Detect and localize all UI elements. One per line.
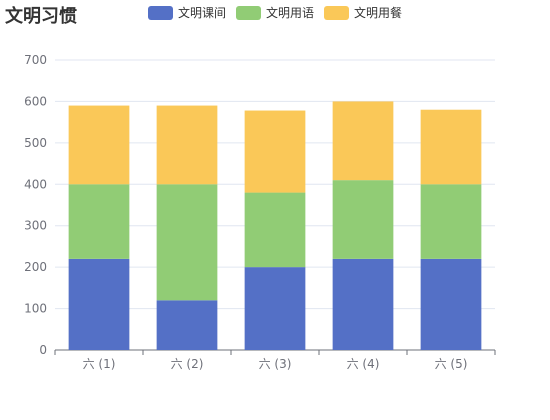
y-tick-label: 600 bbox=[24, 94, 47, 108]
chart-title: 文明习惯 bbox=[5, 6, 77, 27]
legend-item-series-2[interactable]: 文明用语 bbox=[236, 4, 314, 21]
y-tick-label: 300 bbox=[24, 219, 47, 233]
bar-3-2 bbox=[156, 105, 218, 185]
legend-item-series-3[interactable]: 文明用餐 bbox=[324, 4, 402, 21]
y-tick-label: 200 bbox=[24, 260, 47, 274]
bar-2-2 bbox=[156, 184, 218, 301]
legend-swatch-series-1 bbox=[148, 5, 173, 20]
legend-label-series-2: 文明用语 bbox=[266, 6, 315, 20]
x-tick-label: 六 (4) bbox=[347, 357, 380, 371]
legend-item-series-1[interactable]: 文明课间 bbox=[148, 4, 226, 21]
legend[interactable]: 文明课间 文明用语 文明用餐 bbox=[148, 4, 412, 21]
bar-2-5 bbox=[420, 184, 482, 259]
x-tick-label: 六 (5) bbox=[435, 357, 468, 371]
bar-2-3 bbox=[244, 192, 306, 268]
bar-2-1 bbox=[68, 184, 130, 259]
bar-1-4 bbox=[332, 258, 394, 350]
bar-3-3 bbox=[244, 110, 306, 193]
bar-2-4 bbox=[332, 180, 394, 259]
legend-label-series-3: 文明用餐 bbox=[354, 6, 403, 20]
legend-swatch-series-2 bbox=[236, 5, 262, 20]
bar-3-5 bbox=[420, 109, 482, 185]
bar-1-3 bbox=[244, 267, 306, 350]
bar-3-1 bbox=[68, 105, 130, 185]
x-tick-label: 六 (3) bbox=[259, 357, 292, 371]
legend-swatch-series-3 bbox=[324, 5, 350, 20]
y-tick-label: 400 bbox=[24, 177, 47, 191]
bar-3-4 bbox=[332, 101, 394, 181]
y-tick-label: 0 bbox=[39, 343, 47, 357]
y-tick-label: 100 bbox=[24, 302, 47, 316]
y-tick-label: 500 bbox=[24, 136, 47, 150]
bar-1-2 bbox=[156, 300, 218, 350]
x-tick-label: 六 (2) bbox=[171, 357, 204, 371]
legend-label-series-1: 文明课间 bbox=[178, 6, 227, 20]
bar-1-5 bbox=[420, 258, 482, 350]
y-tick-label: 700 bbox=[24, 53, 47, 67]
bar-1-1 bbox=[68, 258, 130, 350]
x-tick-label: 六 (1) bbox=[83, 357, 116, 371]
